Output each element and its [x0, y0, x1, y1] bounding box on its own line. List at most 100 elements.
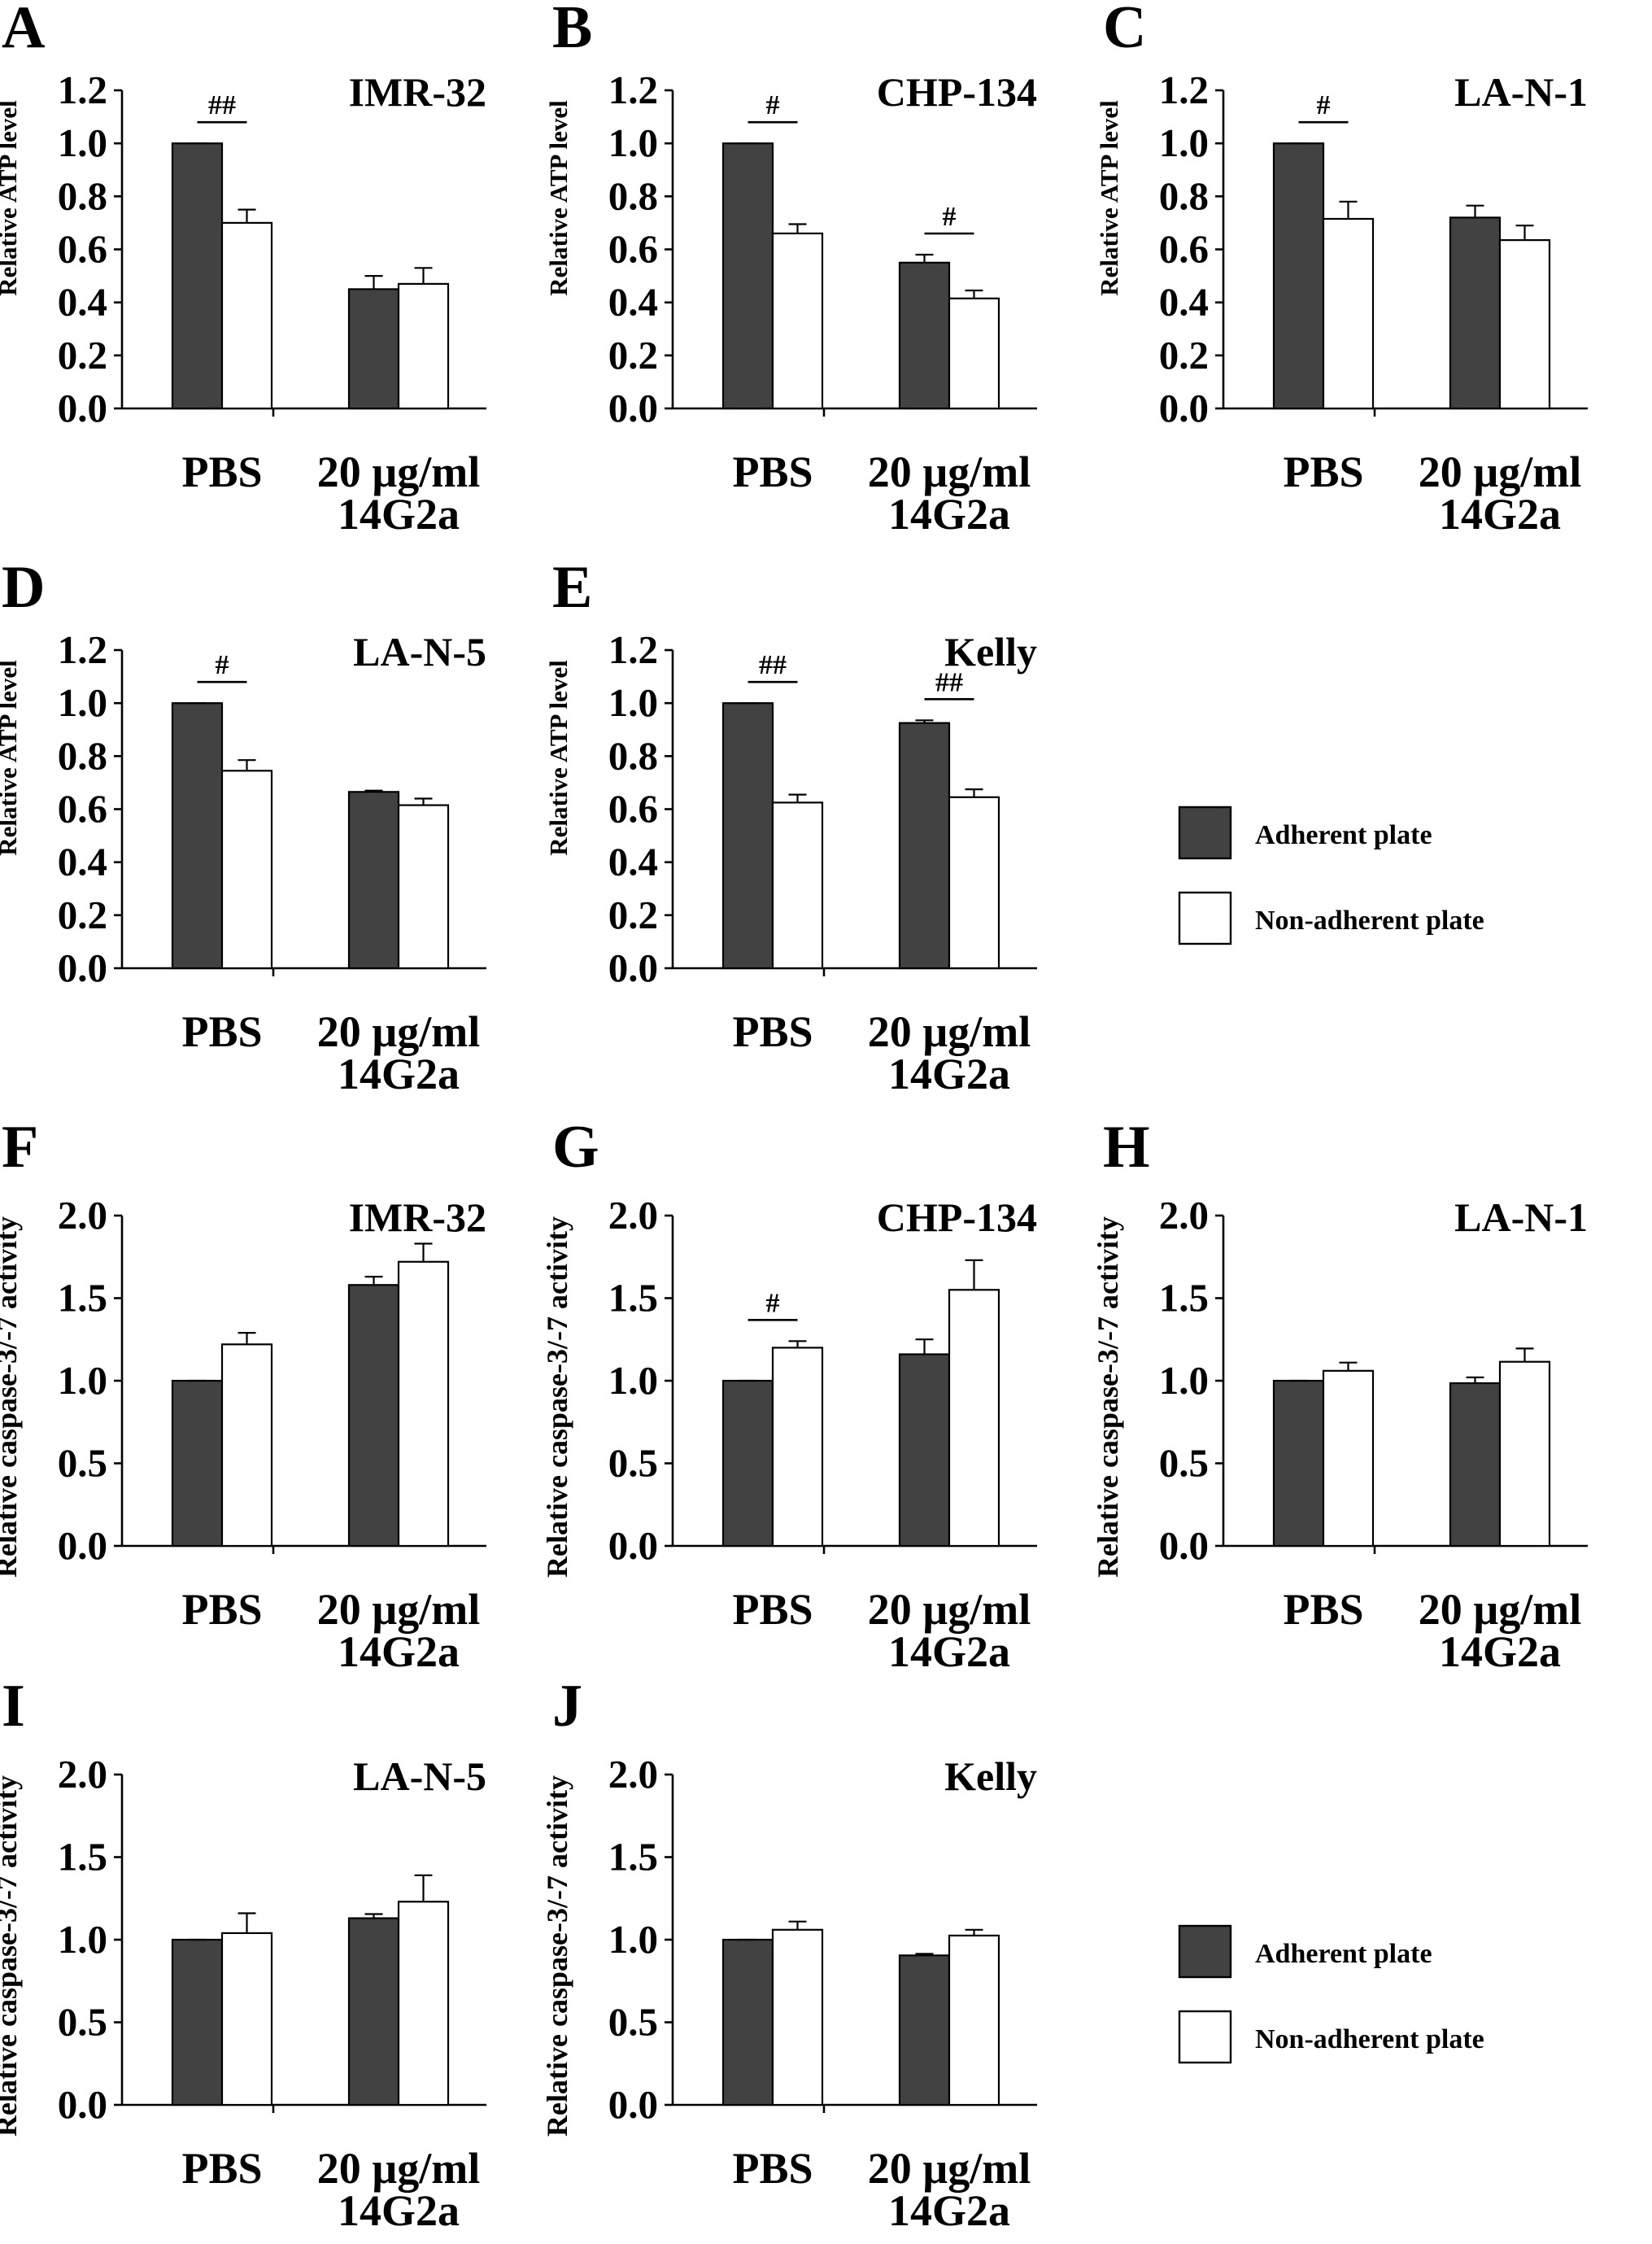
svg-text:20 µg/ml: 20 µg/ml: [868, 2144, 1031, 2193]
svg-text:Relative ATP level: Relative ATP level: [1095, 100, 1123, 296]
svg-text:0.8: 0.8: [608, 173, 658, 218]
svg-text:Relative caspase-3/-7 activity: Relative caspase-3/-7 activity: [0, 1216, 23, 1578]
svg-text:#: #: [1317, 90, 1331, 120]
svg-text:0.8: 0.8: [1159, 173, 1209, 218]
svg-text:PBS: PBS: [732, 447, 813, 496]
svg-text:#: #: [766, 1288, 780, 1318]
svg-text:0.6: 0.6: [1159, 227, 1209, 272]
svg-text:I: I: [2, 1673, 25, 1740]
svg-text:20 µg/ml: 20 µg/ml: [1419, 447, 1582, 496]
svg-text:14G2a: 14G2a: [338, 2186, 460, 2235]
svg-text:14G2a: 14G2a: [888, 1050, 1010, 1098]
svg-text:G: G: [552, 1114, 599, 1181]
svg-text:0.8: 0.8: [58, 173, 107, 218]
svg-text:1.0: 1.0: [58, 120, 107, 165]
svg-text:0.5: 0.5: [608, 1440, 658, 1485]
svg-text:14G2a: 14G2a: [338, 1050, 460, 1098]
svg-text:0.2: 0.2: [58, 333, 107, 378]
svg-text:1.2: 1.2: [1159, 68, 1209, 112]
svg-text:1.2: 1.2: [608, 68, 658, 112]
svg-text:1.2: 1.2: [58, 627, 107, 672]
svg-text:#: #: [943, 202, 957, 232]
svg-text:0.0: 0.0: [608, 2082, 658, 2127]
svg-text:2.0: 2.0: [608, 1752, 658, 1797]
svg-text:0.2: 0.2: [58, 893, 107, 937]
svg-text:Relative ATP level: Relative ATP level: [544, 100, 573, 296]
svg-text:IMR-32: IMR-32: [349, 1194, 486, 1240]
svg-text:0.5: 0.5: [58, 1440, 107, 1485]
svg-text:14G2a: 14G2a: [888, 490, 1010, 539]
svg-text:0.2: 0.2: [608, 893, 658, 937]
svg-text:1.5: 1.5: [58, 1275, 107, 1320]
svg-text:PBS: PBS: [732, 2144, 813, 2193]
svg-text:Relative caspase-3/-7 activity: Relative caspase-3/-7 activity: [1092, 1216, 1124, 1578]
svg-text:0.5: 0.5: [608, 2000, 658, 2045]
svg-text:1.0: 1.0: [1159, 120, 1209, 165]
svg-text:C: C: [1103, 0, 1146, 61]
svg-text:14G2a: 14G2a: [338, 490, 460, 539]
svg-text:PBS: PBS: [732, 1007, 813, 1056]
svg-text:0.2: 0.2: [608, 333, 658, 378]
svg-text:1.5: 1.5: [58, 1835, 107, 1879]
svg-text:0.4: 0.4: [58, 839, 107, 884]
svg-text:H: H: [1103, 1114, 1150, 1181]
svg-text:0.5: 0.5: [1159, 1440, 1209, 1485]
svg-text:2.0: 2.0: [58, 1193, 107, 1238]
svg-text:1.0: 1.0: [58, 1917, 107, 1962]
svg-text:IMR-32: IMR-32: [349, 69, 486, 115]
svg-text:J: J: [552, 1673, 582, 1740]
svg-text:2.0: 2.0: [58, 1752, 107, 1797]
svg-text:0.5: 0.5: [58, 2000, 107, 2045]
svg-text:PBS: PBS: [181, 2144, 262, 2193]
svg-text:0.4: 0.4: [1159, 280, 1209, 325]
svg-text:0.0: 0.0: [1159, 1523, 1209, 1568]
svg-text:2.0: 2.0: [608, 1193, 658, 1238]
svg-text:20 µg/ml: 20 µg/ml: [317, 447, 481, 496]
svg-text:0.0: 0.0: [608, 1523, 658, 1568]
svg-text:0.4: 0.4: [58, 280, 107, 325]
svg-text:1.0: 1.0: [608, 680, 658, 725]
svg-text:LA-N-1: LA-N-1: [1454, 1194, 1588, 1240]
svg-text:A: A: [2, 0, 45, 61]
svg-text:0.6: 0.6: [58, 786, 107, 831]
svg-text:PBS: PBS: [732, 1585, 813, 1634]
svg-text:Adherent plate: Adherent plate: [1255, 820, 1432, 850]
svg-text:F: F: [2, 1114, 38, 1181]
svg-text:CHP-134: CHP-134: [877, 1194, 1037, 1240]
svg-text:14G2a: 14G2a: [338, 1627, 460, 1676]
svg-text:1.5: 1.5: [608, 1275, 658, 1320]
svg-text:2.0: 2.0: [1159, 1193, 1209, 1238]
svg-text:Relative ATP level: Relative ATP level: [0, 660, 22, 856]
svg-text:0.0: 0.0: [608, 945, 658, 990]
svg-text:0.6: 0.6: [608, 786, 658, 831]
svg-text:20 µg/ml: 20 µg/ml: [868, 447, 1031, 496]
svg-text:1.0: 1.0: [608, 1358, 658, 1403]
svg-text:0.0: 0.0: [58, 386, 107, 430]
svg-text:0.6: 0.6: [58, 227, 107, 272]
svg-text:0.4: 0.4: [608, 839, 658, 884]
svg-text:0.0: 0.0: [58, 1523, 107, 1568]
svg-text:##: ##: [759, 650, 787, 680]
svg-text:LA-N-5: LA-N-5: [353, 629, 486, 675]
svg-text:Adherent plate: Adherent plate: [1255, 1939, 1432, 1969]
svg-text:#: #: [216, 650, 229, 680]
svg-text:Non-adherent plate: Non-adherent plate: [1255, 2024, 1484, 2054]
svg-text:PBS: PBS: [1283, 1585, 1363, 1634]
svg-text:0.0: 0.0: [1159, 386, 1209, 430]
svg-text:1.0: 1.0: [58, 680, 107, 725]
svg-text:B: B: [552, 0, 592, 61]
svg-text:1.2: 1.2: [608, 627, 658, 672]
svg-text:20 µg/ml: 20 µg/ml: [868, 1585, 1031, 1634]
svg-text:PBS: PBS: [181, 447, 262, 496]
svg-text:D: D: [2, 554, 45, 621]
svg-text:Relative caspase-3/-7 activity: Relative caspase-3/-7 activity: [0, 1775, 23, 2137]
svg-text:Kelly: Kelly: [944, 1753, 1037, 1799]
svg-text:Non-adherent plate: Non-adherent plate: [1255, 906, 1484, 936]
svg-text:##: ##: [208, 90, 236, 120]
svg-text:PBS: PBS: [181, 1007, 262, 1056]
svg-text:Relative ATP level: Relative ATP level: [0, 100, 22, 296]
svg-text:14G2a: 14G2a: [888, 1627, 1010, 1676]
svg-text:20 µg/ml: 20 µg/ml: [868, 1007, 1031, 1056]
svg-text:0.6: 0.6: [608, 227, 658, 272]
svg-text:1.0: 1.0: [58, 1358, 107, 1403]
